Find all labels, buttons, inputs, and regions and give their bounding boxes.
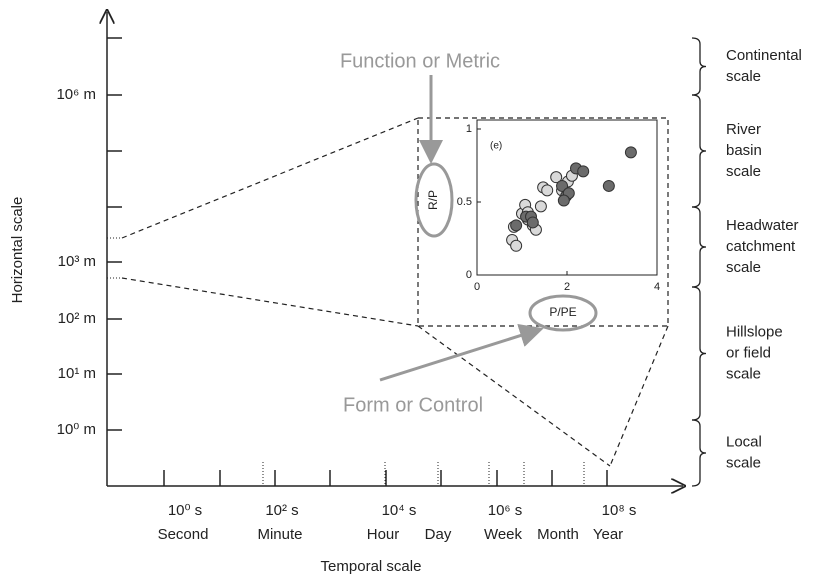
y-tick-label: 10⁰ m [57,421,96,438]
scale-label: River [726,121,761,138]
x-tick-label: 4 [654,281,660,293]
point [556,179,569,192]
panel-label: (e) [490,141,502,152]
zoom-lines [121,117,669,467]
scale-label: Continental [726,47,802,64]
brace [691,286,707,421]
x-axis-title: Temporal scale [321,558,422,575]
highlight-ellipse [414,162,454,238]
point [510,219,523,232]
point [557,194,570,207]
point [602,179,615,192]
y-tick-label: 10⁶ m [56,86,96,103]
x-tick-label: 0 [474,281,480,293]
y-tick-label: 1 [466,123,472,135]
time-unit: Day [425,526,452,543]
scale-label: catchment [726,238,796,255]
highlight-ellipse [528,294,598,332]
time-unit: Minute [257,526,302,543]
scale-label: scale [726,365,761,382]
y-label: R/P [426,190,440,210]
annotation: Function or Metric [340,50,500,72]
point [510,239,523,252]
y-tick-label: 10¹ m [58,365,96,382]
time-unit: Year [593,526,623,543]
scale-label: Local [726,433,762,450]
brace [691,419,707,487]
scale-label: basin [726,142,762,159]
scale-label: or field [726,344,771,361]
point [624,146,637,159]
dotted-marks [107,237,585,486]
y-tick-label: 10³ m [58,253,96,270]
point [534,200,547,213]
x-label: P/PE [549,305,576,319]
y-tick-label: 0.5 [457,196,472,208]
time-unit: Second [158,526,209,543]
x-tick-label: 10⁶ s [488,502,523,519]
y-axis-title: Horizontal scale [9,197,26,304]
scale-label: scale [726,68,761,85]
brace [691,37,707,96]
arrow [379,323,544,382]
point [526,216,539,229]
point [577,165,590,178]
y-tick-label: 0 [466,269,472,281]
y-tick-label: 10² m [58,310,96,327]
x-tick-label: 10⁴ s [382,502,417,519]
point [541,184,554,197]
time-unit: Week [484,526,523,543]
scale-label: scale [726,454,761,471]
annotation: Form or Control [343,394,483,416]
x-tick-label: 2 [564,281,570,293]
time-unit: Hour [367,526,400,543]
scale-label: scale [726,163,761,180]
x-tick-label: 10² s [265,502,298,519]
brace [691,94,707,208]
scale-label: Hillslope [726,323,783,340]
brace [691,206,707,288]
x-tick-label: 10⁸ s [602,502,637,519]
time-unit: Month [537,526,579,543]
scale-label: scale [726,259,761,276]
scale-label: Headwater [726,217,799,234]
x-tick-label: 10⁰ s [168,502,202,519]
point [550,171,563,184]
